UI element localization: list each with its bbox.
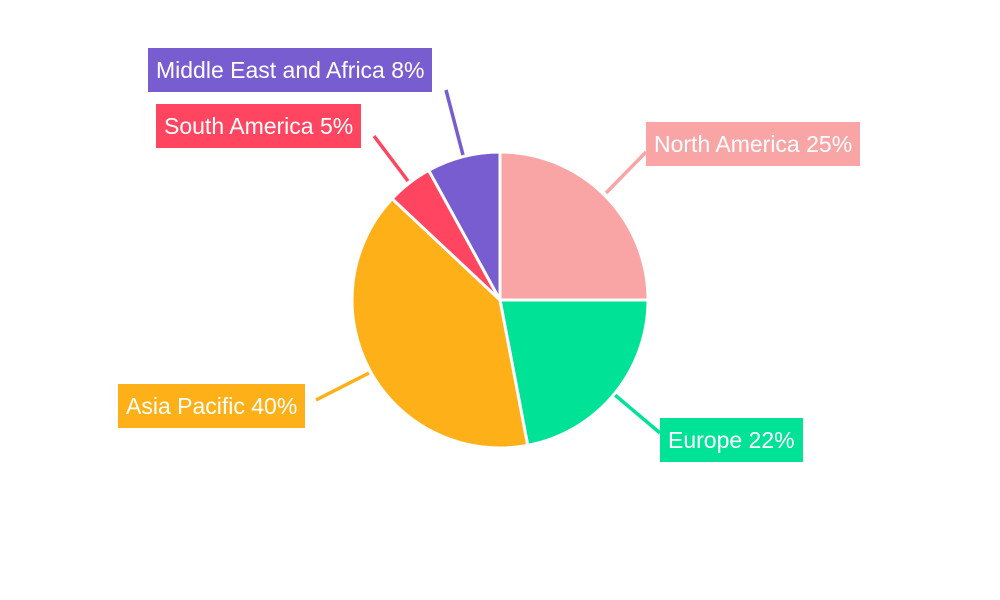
slice-middle-east-and-africa[interactable] <box>426 150 502 301</box>
label-middle-east-africa: Middle East and Africa 8% <box>148 48 433 92</box>
label-south-america: South America 5% <box>156 104 362 148</box>
slice-europe[interactable] <box>498 298 650 448</box>
leader-line-asia-pacific <box>315 371 370 402</box>
label-europe: Europe 22% <box>660 418 803 462</box>
leader-line-europe <box>613 393 662 435</box>
label-asia-pacific: Asia Pacific 40% <box>118 384 306 428</box>
slice-asia-pacific[interactable] <box>350 196 530 450</box>
leader-line-north-america <box>604 150 648 195</box>
leader-line-south-america <box>372 134 410 183</box>
leader-line-middle-east-and-africa <box>444 89 465 156</box>
label-north-america: North America 25% <box>646 122 861 166</box>
slice-north-america[interactable] <box>498 150 650 302</box>
